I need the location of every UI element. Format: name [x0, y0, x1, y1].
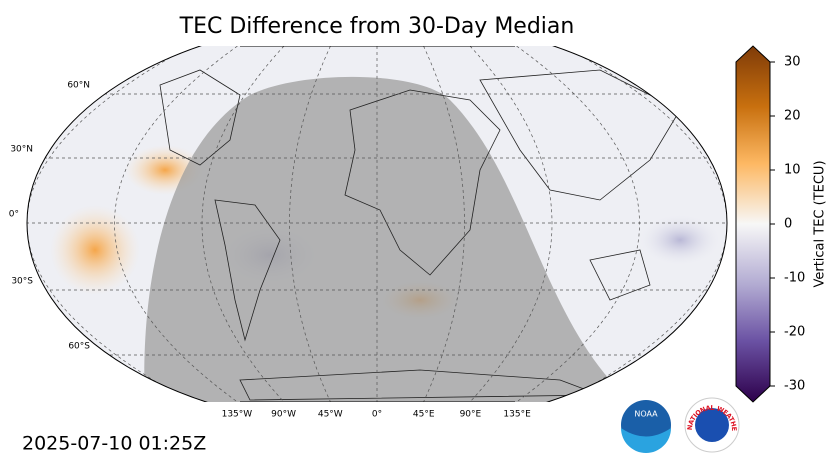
coastlines: [159, 69, 681, 401]
colorbar: Vertical TEC (TECU) 30 20 10 0 -10 -20 -30: [735, 45, 828, 403]
meridian: [516, 46, 640, 402]
map-border: [26, 46, 728, 402]
meridian: [289, 46, 331, 402]
colorbar-tick-label: 30: [784, 55, 801, 70]
anomaly: [640, 215, 720, 265]
graticule: [27, 46, 727, 402]
lat-label: 30°S: [11, 277, 33, 287]
lon-label: 135°E: [503, 410, 531, 420]
colorbar-tick-label: 0: [784, 217, 792, 232]
colorbar-tick-label: -30: [784, 379, 805, 394]
noaa-text: NOAA: [634, 410, 658, 419]
colorbar-body: [735, 45, 771, 403]
nws-inner: [695, 408, 729, 442]
colorbar-tick-label: -10: [784, 271, 805, 286]
noaa-wave: [621, 428, 671, 453]
colorbar-label: Vertical TEC (TECU): [813, 160, 828, 287]
colorbar-tick-label: 20: [784, 109, 801, 124]
lat-label: 60°S: [68, 342, 90, 352]
colorbar-tick-label: -20: [784, 325, 805, 340]
meridian: [469, 46, 553, 402]
timestamp: 2025-07-10 01:25Z: [22, 433, 206, 455]
lon-label: 45°W: [318, 410, 343, 420]
anomaly: [50, 205, 140, 295]
night-side: [144, 76, 610, 402]
meridian: [423, 46, 465, 402]
lon-label: 90°W: [271, 410, 296, 420]
lon-label: 90°E: [460, 410, 482, 420]
meridian: [201, 46, 285, 402]
colorbar-tick-label: 10: [784, 163, 801, 178]
lat-label: 30°N: [10, 145, 33, 155]
lon-label: 0°: [372, 410, 382, 420]
lon-label: 45°E: [413, 410, 435, 420]
lon-label: 135°W: [222, 410, 253, 420]
lat-label: 60°N: [67, 81, 90, 91]
map: [26, 46, 728, 402]
lat-label: 0°: [9, 210, 19, 220]
noaa-logo: NOAA: [621, 400, 671, 453]
title: TEC Difference from 30-Day Median: [179, 14, 575, 39]
meridian: [114, 46, 238, 402]
